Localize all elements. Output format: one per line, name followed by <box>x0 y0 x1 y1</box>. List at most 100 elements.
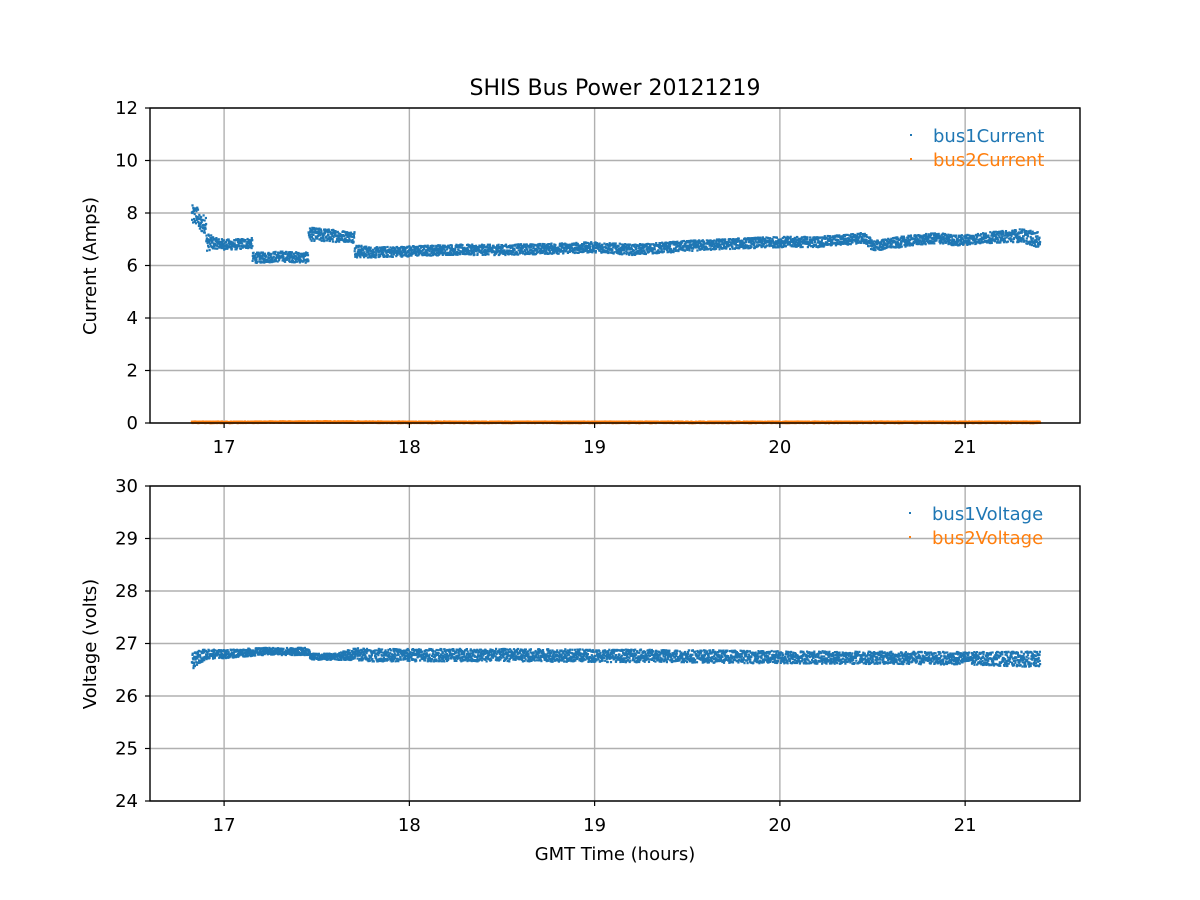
data-point <box>901 237 904 240</box>
data-point <box>939 242 942 245</box>
data-point <box>517 253 520 256</box>
data-point <box>449 249 453 252</box>
data-point <box>324 230 327 233</box>
data-point <box>968 239 971 243</box>
data-point <box>585 247 588 250</box>
data-point <box>682 246 685 249</box>
data-point <box>826 242 829 245</box>
data-point <box>559 242 562 245</box>
data-point <box>332 235 335 238</box>
data-point <box>1031 230 1034 233</box>
data-point <box>406 245 409 248</box>
data-point <box>662 250 665 253</box>
data-point <box>404 248 407 251</box>
data-point <box>362 248 365 251</box>
data-point <box>258 260 261 263</box>
data-point <box>770 244 773 247</box>
data-point <box>351 235 354 239</box>
data-point <box>607 251 610 255</box>
data-point <box>202 223 205 226</box>
data-point <box>937 232 940 235</box>
data-point <box>618 248 621 252</box>
data-point <box>783 235 786 239</box>
data-point <box>962 242 965 245</box>
data-point <box>520 244 524 248</box>
data-point <box>371 255 374 258</box>
data-point <box>725 246 728 250</box>
data-point <box>403 246 406 249</box>
data-point <box>846 237 849 240</box>
data-point <box>400 250 403 253</box>
data-point <box>1014 229 1017 232</box>
data-point <box>1020 240 1023 243</box>
data-point <box>381 247 384 251</box>
data-point <box>531 249 534 252</box>
data-point <box>759 244 762 247</box>
data-point <box>290 255 293 258</box>
data-point <box>643 251 646 254</box>
data-point <box>886 246 889 249</box>
data-point <box>770 241 773 244</box>
data-point <box>361 247 364 250</box>
data-point <box>974 239 977 242</box>
data-point <box>956 241 959 244</box>
data-point <box>297 251 300 255</box>
data-point <box>520 248 523 251</box>
data-point <box>381 250 384 253</box>
data-point <box>985 236 988 239</box>
data-point <box>450 252 453 255</box>
data-point <box>822 242 825 245</box>
data-point <box>635 247 638 250</box>
data-point <box>963 241 966 244</box>
data-point <box>698 239 701 242</box>
data-point <box>691 249 694 252</box>
data-point <box>466 246 469 250</box>
data-point <box>252 251 255 254</box>
data-point <box>322 237 325 241</box>
data-point <box>1038 243 1041 246</box>
data-point <box>532 245 535 248</box>
data-point <box>820 241 823 244</box>
data-point <box>684 242 687 245</box>
data-point <box>1004 239 1007 243</box>
data-point <box>539 250 542 253</box>
data-point <box>561 249 564 252</box>
data-point <box>509 252 512 255</box>
data-point <box>649 244 652 247</box>
data-point <box>880 248 883 251</box>
data-point <box>253 256 256 259</box>
data-point <box>584 247 587 250</box>
data-point <box>760 241 764 244</box>
data-point <box>899 246 902 249</box>
data-point <box>887 237 890 241</box>
data-point <box>579 248 582 251</box>
data-point <box>848 234 851 237</box>
data-point <box>1030 232 1033 236</box>
data-point <box>887 242 890 245</box>
data-point <box>665 249 668 252</box>
data-point <box>303 258 306 261</box>
data-point <box>340 235 343 238</box>
data-point <box>399 251 402 254</box>
data-point <box>872 246 876 250</box>
data-point <box>435 244 438 247</box>
data-point <box>637 247 640 250</box>
data-point <box>413 252 416 255</box>
data-point <box>229 243 232 246</box>
data-point <box>398 249 401 252</box>
data-point <box>240 245 243 248</box>
data-point <box>356 256 359 259</box>
data-point <box>587 246 590 249</box>
data-point <box>344 231 347 234</box>
data-point <box>989 241 992 245</box>
data-point <box>268 261 271 264</box>
data-point <box>960 234 963 237</box>
data-point <box>846 233 849 236</box>
data-point <box>604 249 607 252</box>
data-point <box>689 241 692 244</box>
data-point <box>950 234 953 237</box>
data-point <box>933 236 936 239</box>
data-point <box>421 249 424 252</box>
data-point <box>367 251 370 255</box>
